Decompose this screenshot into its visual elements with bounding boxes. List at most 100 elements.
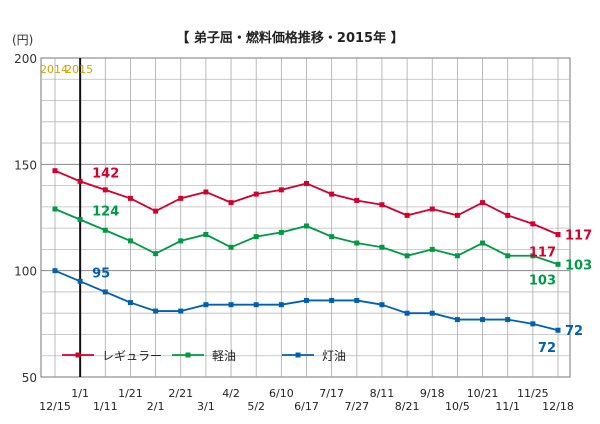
data-point bbox=[52, 168, 58, 174]
data-label: 95 bbox=[92, 266, 110, 281]
data-point bbox=[228, 244, 234, 250]
data-point bbox=[52, 268, 58, 274]
data-point bbox=[178, 308, 184, 314]
legend-marker bbox=[185, 352, 191, 358]
data-point bbox=[379, 202, 385, 208]
data-point bbox=[354, 240, 360, 246]
data-point bbox=[480, 240, 486, 246]
data-point bbox=[480, 317, 486, 323]
data-label: 103 bbox=[565, 258, 592, 273]
x-tick-label: 6/17 bbox=[294, 400, 319, 413]
data-point bbox=[127, 238, 133, 244]
x-tick-label: 7/27 bbox=[344, 400, 369, 413]
data-point bbox=[480, 200, 486, 206]
data-point bbox=[253, 302, 259, 308]
data-point bbox=[77, 178, 83, 184]
data-label: 117 bbox=[529, 246, 556, 261]
data-point bbox=[505, 317, 511, 323]
data-label: 72 bbox=[565, 324, 583, 339]
data-point bbox=[102, 289, 108, 295]
data-point bbox=[178, 195, 184, 201]
y-tick-label: 150 bbox=[14, 158, 37, 172]
data-point bbox=[304, 180, 309, 186]
data-point bbox=[555, 261, 561, 267]
data-point bbox=[278, 302, 284, 308]
data-point bbox=[530, 253, 536, 259]
data-point bbox=[505, 212, 511, 218]
data-point bbox=[404, 310, 410, 316]
data-point bbox=[329, 191, 335, 197]
data-point bbox=[404, 253, 410, 259]
data-point bbox=[329, 297, 335, 303]
x-tick-label: 2/1 bbox=[147, 400, 165, 413]
data-point bbox=[153, 308, 159, 314]
data-point bbox=[77, 217, 83, 223]
data-point bbox=[555, 327, 561, 333]
data-point bbox=[52, 206, 58, 212]
x-tick-label: 1/11 bbox=[93, 400, 118, 413]
x-tick-label: 8/21 bbox=[395, 400, 420, 413]
x-tick-label: 11/1 bbox=[495, 400, 520, 413]
legend-marker bbox=[295, 352, 301, 358]
data-point bbox=[153, 251, 159, 257]
data-point bbox=[127, 300, 133, 306]
data-point bbox=[304, 297, 309, 303]
data-point bbox=[429, 206, 435, 212]
x-tick-label: 9/18 bbox=[420, 387, 445, 400]
data-point bbox=[454, 212, 460, 218]
y-tick-label: 50 bbox=[22, 371, 37, 385]
data-point bbox=[228, 302, 234, 308]
x-tick-label: 8/11 bbox=[370, 387, 395, 400]
x-tick-label: 12/15 bbox=[39, 400, 71, 413]
x-tick-label: 12/18 bbox=[542, 400, 574, 413]
data-point bbox=[178, 238, 184, 244]
data-point bbox=[329, 234, 335, 240]
data-point bbox=[354, 297, 360, 303]
x-tick-label: 10/5 bbox=[445, 400, 470, 413]
x-tick-label: 5/2 bbox=[247, 400, 265, 413]
data-point bbox=[102, 187, 108, 193]
x-tick-label: 11/25 bbox=[517, 387, 549, 400]
legend-label: 軽油 bbox=[212, 349, 236, 363]
data-point bbox=[530, 321, 536, 327]
data-point bbox=[278, 229, 284, 235]
data-point bbox=[102, 227, 108, 233]
x-tick-label: 1/21 bbox=[118, 387, 143, 400]
data-point bbox=[228, 200, 234, 206]
data-point bbox=[530, 221, 536, 227]
x-tick-label: 10/21 bbox=[467, 387, 499, 400]
data-point bbox=[404, 212, 410, 218]
data-point bbox=[354, 197, 360, 203]
data-point bbox=[505, 253, 511, 259]
x-tick-label: 3/1 bbox=[197, 400, 215, 413]
y-unit-label: (円) bbox=[12, 33, 33, 47]
year-label: 2014 bbox=[40, 63, 68, 76]
data-point bbox=[429, 246, 435, 252]
data-label: 72 bbox=[538, 341, 556, 356]
y-tick-label: 200 bbox=[14, 52, 37, 66]
data-point bbox=[429, 310, 435, 316]
data-point bbox=[304, 223, 309, 229]
y-tick-label: 100 bbox=[14, 265, 37, 279]
x-tick-label: 1/1 bbox=[71, 387, 89, 400]
legend-marker bbox=[75, 352, 81, 358]
data-point bbox=[77, 278, 83, 284]
x-tick-label: 2/21 bbox=[168, 387, 193, 400]
data-point bbox=[203, 302, 209, 308]
legend-label: 灯油 bbox=[322, 349, 346, 363]
data-point bbox=[278, 187, 284, 193]
data-point bbox=[454, 253, 460, 259]
plot-frame bbox=[40, 57, 571, 378]
data-label: 142 bbox=[92, 166, 119, 181]
data-label: 103 bbox=[529, 273, 556, 288]
data-point bbox=[127, 195, 133, 201]
data-point bbox=[253, 191, 259, 197]
x-tick-label: 7/17 bbox=[319, 387, 344, 400]
x-tick-label: 4/2 bbox=[222, 387, 240, 400]
x-tick-label: 6/10 bbox=[269, 387, 294, 400]
data-point bbox=[454, 317, 460, 323]
data-point bbox=[253, 234, 259, 240]
data-point bbox=[203, 232, 209, 238]
